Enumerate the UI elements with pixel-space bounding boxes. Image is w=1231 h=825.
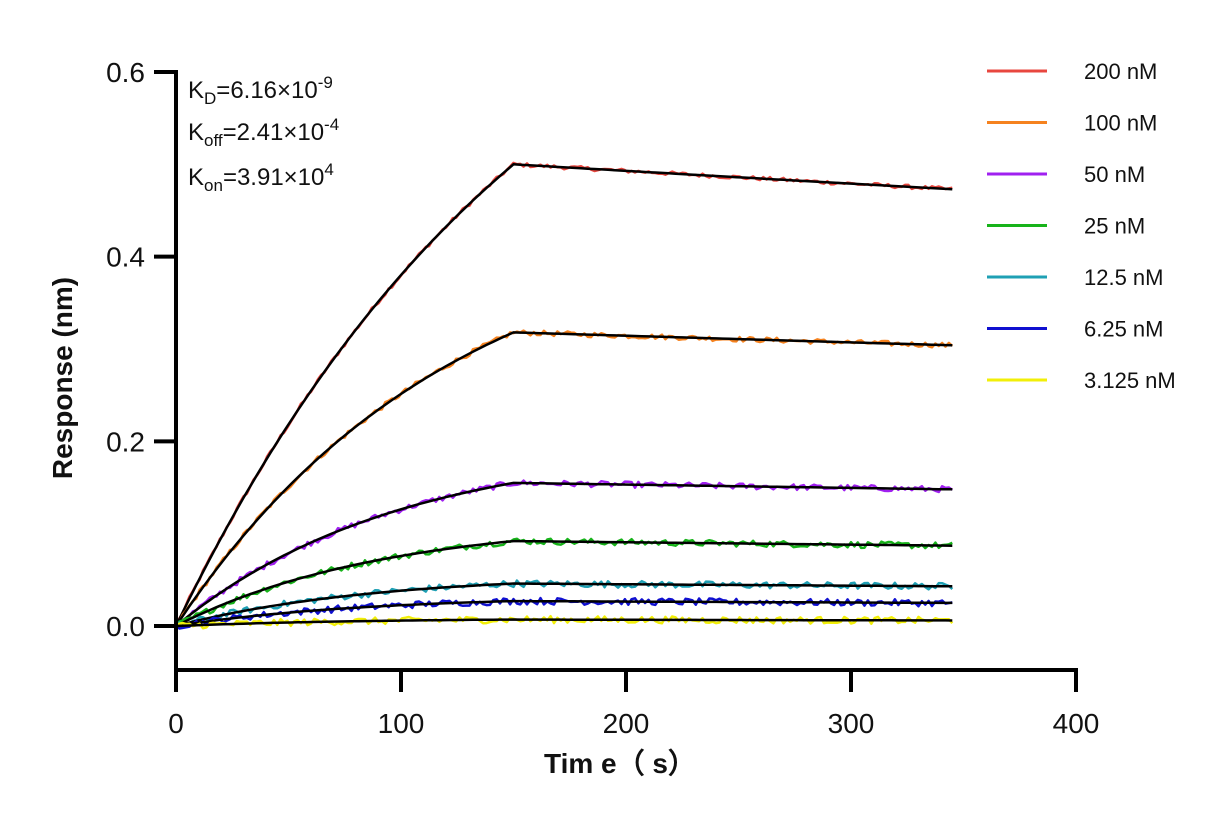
y-ticks: 0.0 0.2 0.4 0.6 (106, 57, 176, 642)
legend: 200 nM 100 nM 50 nM 25 nM 12.5 nM 6.25 nM 3.12… (987, 59, 1176, 393)
x-axis-title: Tim e（ s） (544, 747, 696, 779)
kinetics-annotations: KD=6.16×10-9 Koff=2.41×10-4 Kon=3.91×104 (188, 73, 339, 195)
x-tick-label: 100 (378, 708, 425, 739)
plot-area (174, 161, 954, 630)
series-line-200-nm (174, 161, 953, 627)
koff-annotation: Koff=2.41×10-4 (188, 115, 339, 150)
legend-label: 12.5 nM (1084, 265, 1164, 290)
fit-line-12.5-nm (175, 582, 953, 628)
legend-label: 200 nM (1084, 59, 1157, 84)
y-tick-label: 0.0 (106, 611, 145, 642)
y-tick-label: 0.4 (106, 242, 145, 273)
legend-label: 100 nM (1084, 111, 1157, 136)
legend-label: 6.25 nM (1084, 317, 1164, 342)
fit-line-200-nm (174, 163, 953, 627)
fit-line-3.125-nm (175, 618, 953, 628)
fit-line-50-nm (175, 481, 953, 627)
x-tick-label: 300 (828, 708, 875, 739)
x-ticks: 0 100 200 300 400 (168, 670, 1099, 739)
fit-line-100-nm (174, 331, 953, 627)
axes (174, 70, 1078, 672)
legend-label: 25 nM (1084, 214, 1145, 239)
kon-annotation: Kon=3.91×104 (188, 160, 334, 195)
x-tick-label: 200 (603, 708, 650, 739)
legend-label: 3.125 nM (1084, 368, 1176, 393)
y-tick-label: 0.2 (106, 426, 145, 457)
fit-line-25-nm (175, 539, 953, 628)
y-tick-label: 0.6 (106, 57, 145, 88)
legend-label: 50 nM (1084, 162, 1145, 187)
kd-annotation: KD=6.16×10-9 (188, 73, 333, 108)
y-axis-title: Response (nm) (47, 277, 78, 479)
x-tick-label: 0 (168, 708, 184, 739)
x-tick-label: 400 (1053, 708, 1100, 739)
fit-line-6.25-nm (175, 599, 953, 628)
